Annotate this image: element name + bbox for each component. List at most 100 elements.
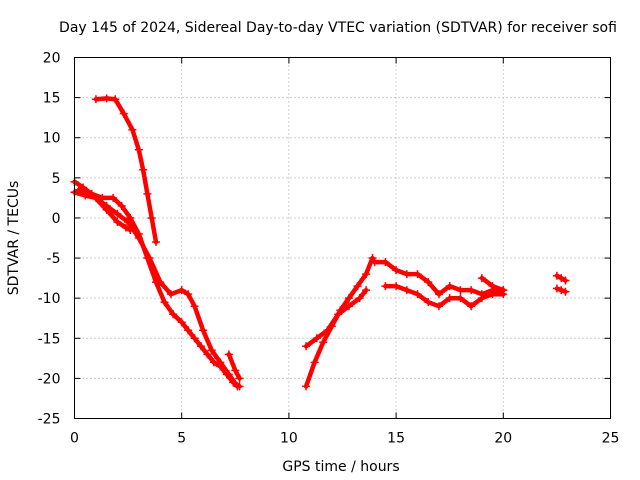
series-track-c bbox=[72, 190, 240, 389]
y-axis-title: SDTVAR / TECUs bbox=[6, 181, 22, 296]
data-point bbox=[557, 274, 566, 283]
data-point bbox=[370, 258, 379, 267]
grid-layer bbox=[74, 57, 611, 419]
data-point bbox=[169, 310, 178, 319]
data-point bbox=[177, 318, 186, 327]
data-point bbox=[134, 234, 143, 242]
series-layer bbox=[70, 94, 570, 391]
data-point bbox=[302, 342, 311, 351]
data-point bbox=[413, 270, 422, 279]
data-point bbox=[203, 350, 212, 359]
data-point bbox=[344, 302, 353, 311]
data-point bbox=[231, 366, 240, 375]
data-point bbox=[177, 286, 186, 295]
data-point bbox=[552, 271, 561, 280]
data-point bbox=[424, 298, 433, 307]
data-point bbox=[207, 346, 216, 355]
data-point bbox=[113, 209, 122, 218]
series-track-b bbox=[72, 179, 242, 389]
y-tick-label: -10 bbox=[38, 291, 61, 307]
data-point bbox=[362, 286, 371, 295]
data-point bbox=[456, 294, 465, 303]
data-point bbox=[139, 165, 148, 174]
data-point bbox=[434, 290, 443, 299]
data-point bbox=[355, 294, 364, 303]
data-point bbox=[344, 294, 353, 303]
data-point bbox=[126, 225, 135, 234]
data-point bbox=[111, 95, 120, 104]
data-point bbox=[91, 95, 100, 104]
data-point bbox=[87, 189, 96, 198]
data-point bbox=[184, 326, 193, 335]
data-point bbox=[402, 270, 411, 279]
data-point bbox=[402, 286, 411, 295]
data-point bbox=[319, 338, 328, 347]
data-point bbox=[424, 278, 433, 287]
data-point bbox=[323, 326, 332, 335]
data-point bbox=[160, 298, 169, 307]
data-point bbox=[143, 189, 152, 198]
data-point bbox=[445, 282, 454, 291]
data-point bbox=[156, 278, 165, 287]
data-point bbox=[488, 290, 497, 299]
data-point bbox=[392, 282, 401, 291]
data-point bbox=[102, 94, 111, 103]
data-point bbox=[353, 282, 362, 291]
data-point bbox=[109, 193, 118, 202]
data-point bbox=[434, 302, 443, 311]
plot-frame bbox=[74, 57, 611, 419]
data-point bbox=[224, 350, 233, 359]
data-point bbox=[190, 302, 199, 311]
data-point bbox=[381, 258, 390, 267]
x-tick-label: 15 bbox=[387, 431, 405, 447]
data-point bbox=[151, 238, 160, 247]
data-point bbox=[477, 274, 486, 283]
data-point bbox=[126, 213, 135, 222]
data-point bbox=[456, 286, 465, 295]
data-point bbox=[102, 205, 111, 214]
data-point bbox=[124, 217, 133, 226]
data-point bbox=[310, 358, 319, 367]
y-tick-label: -5 bbox=[47, 251, 61, 267]
data-point bbox=[119, 109, 128, 118]
data-point bbox=[368, 254, 377, 263]
chart-title: Day 145 of 2024, Sidereal Day-to-day VTE… bbox=[59, 20, 617, 36]
data-point bbox=[334, 310, 343, 319]
data-point bbox=[557, 286, 566, 295]
y-tick-label: -20 bbox=[38, 371, 61, 387]
data-point bbox=[166, 290, 175, 299]
data-point bbox=[381, 282, 390, 291]
data-point bbox=[488, 282, 497, 291]
data-point bbox=[233, 382, 242, 391]
data-point bbox=[467, 286, 476, 295]
data-point bbox=[190, 334, 199, 343]
y-tick-label: -15 bbox=[38, 331, 61, 347]
data-point bbox=[117, 201, 126, 210]
data-point bbox=[552, 284, 561, 293]
data-point bbox=[413, 290, 422, 299]
x-tick-label: 10 bbox=[280, 431, 298, 447]
data-point bbox=[561, 287, 570, 296]
data-point bbox=[467, 302, 476, 311]
data-point bbox=[121, 223, 130, 232]
data-point bbox=[147, 213, 156, 222]
y-tick-label: 10 bbox=[43, 131, 61, 147]
data-point bbox=[302, 382, 311, 391]
y-tick-label: 5 bbox=[52, 171, 61, 187]
series-track-f bbox=[303, 255, 375, 389]
data-point bbox=[235, 374, 244, 383]
x-tick-label: 20 bbox=[494, 431, 512, 447]
data-point bbox=[312, 334, 321, 343]
data-point bbox=[392, 266, 401, 275]
data-point bbox=[561, 276, 570, 285]
data-point bbox=[74, 185, 83, 194]
y-tick-label: -25 bbox=[38, 412, 61, 428]
tick-layer: 0 5 10 15 20 25 -25 -20 -15 -10 -5 0 5 10 15 20 bbox=[38, 51, 620, 447]
data-point bbox=[224, 370, 233, 379]
x-axis-title: GPS time / hours bbox=[282, 459, 399, 475]
x-tick-label: 25 bbox=[602, 431, 620, 447]
data-point bbox=[184, 290, 193, 299]
data-point bbox=[199, 326, 208, 335]
y-tick-label: 15 bbox=[43, 91, 61, 107]
data-point bbox=[477, 294, 486, 303]
